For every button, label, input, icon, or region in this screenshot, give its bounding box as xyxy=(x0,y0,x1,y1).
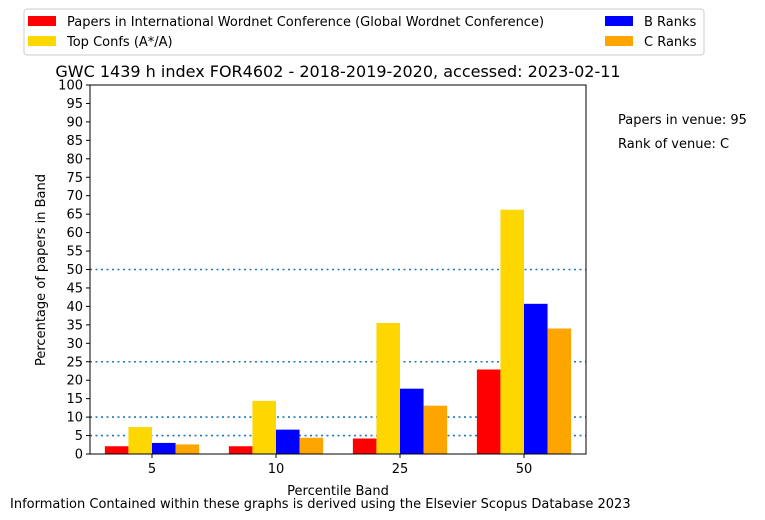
x-tick-label: 5 xyxy=(148,462,156,477)
legend-swatch-3 xyxy=(605,36,633,46)
x-axis-label: Percentile Band xyxy=(287,484,389,499)
legend-swatch-0 xyxy=(28,16,56,26)
y-tick-label: 10 xyxy=(66,411,83,426)
y-tick-label: 75 xyxy=(66,171,83,186)
y-tick-label: 100 xyxy=(58,79,83,94)
y-axis-label: Percentage of papers in Band xyxy=(34,174,49,366)
bar-50-series-2 xyxy=(524,303,548,454)
y-tick-label: 90 xyxy=(66,115,83,130)
y-tick-label: 60 xyxy=(66,226,83,241)
bar-5-series-0 xyxy=(104,446,129,454)
legend-label-3: C Ranks xyxy=(644,35,697,50)
bar-50-series-0 xyxy=(476,369,501,454)
chart-title: GWC 1439 h index FOR4602 - 2018-2019-202… xyxy=(55,62,620,81)
legend: Papers in International Wordnet Conferen… xyxy=(23,8,705,56)
bar-5-series-2 xyxy=(152,442,176,454)
x-tick-label: 50 xyxy=(516,462,533,477)
bar-25-series-2 xyxy=(400,388,424,454)
y-tick-label: 95 xyxy=(66,97,83,112)
bar-25-series-0 xyxy=(352,438,377,454)
bar-5-series-1 xyxy=(128,427,152,454)
y-tick-label: 80 xyxy=(66,152,83,167)
bar-5-series-3 xyxy=(175,444,200,454)
y-tick-label: 50 xyxy=(66,263,83,278)
bar-50-series-1 xyxy=(500,209,524,454)
y-tick-label: 5 xyxy=(75,429,83,444)
papers-in-venue-text: Papers in venue: 95 xyxy=(618,113,747,128)
legend-label-0: Papers in International Wordnet Conferen… xyxy=(67,15,544,30)
rank-of-venue-text: Rank of venue: C xyxy=(618,137,729,152)
x-tick-label: 25 xyxy=(392,462,409,477)
bar-25-series-3 xyxy=(423,405,448,454)
bar-10-series-1 xyxy=(252,400,276,454)
footer-note: Information Contained within these graph… xyxy=(10,497,631,512)
legend-label-1: Top Confs (A*/A) xyxy=(66,35,173,50)
bar-10-series-3 xyxy=(299,437,324,454)
bar-25-series-1 xyxy=(376,323,400,454)
y-tick-label: 35 xyxy=(66,318,83,333)
y-tick-label: 55 xyxy=(66,245,83,260)
legend-swatch-1 xyxy=(28,36,56,46)
y-tick-label: 65 xyxy=(66,208,83,223)
bar-50-series-3 xyxy=(547,328,572,454)
y-tick-label: 45 xyxy=(66,281,83,296)
x-tick-label: 10 xyxy=(268,462,285,477)
legend-swatch-2 xyxy=(605,16,633,26)
y-tick-label: 15 xyxy=(66,392,83,407)
y-tick-label: 0 xyxy=(75,448,83,463)
y-tick-label: 25 xyxy=(66,355,83,370)
y-tick-label: 30 xyxy=(66,337,83,352)
y-tick-label: 40 xyxy=(66,300,83,315)
legend-label-2: B Ranks xyxy=(644,15,697,30)
y-tick-label: 70 xyxy=(66,189,83,204)
bars xyxy=(104,209,572,454)
y-tick-label: 20 xyxy=(66,374,83,389)
bar-10-series-0 xyxy=(228,446,253,454)
y-axis: 0 5 10 15 20 25 30 35 40 45 50 55 60 65 70 75 80 85 90 95 10… xyxy=(58,79,90,463)
x-axis: 5 10 25 50 xyxy=(148,454,532,477)
y-tick-label: 85 xyxy=(66,134,83,149)
bar-10-series-2 xyxy=(276,429,300,454)
